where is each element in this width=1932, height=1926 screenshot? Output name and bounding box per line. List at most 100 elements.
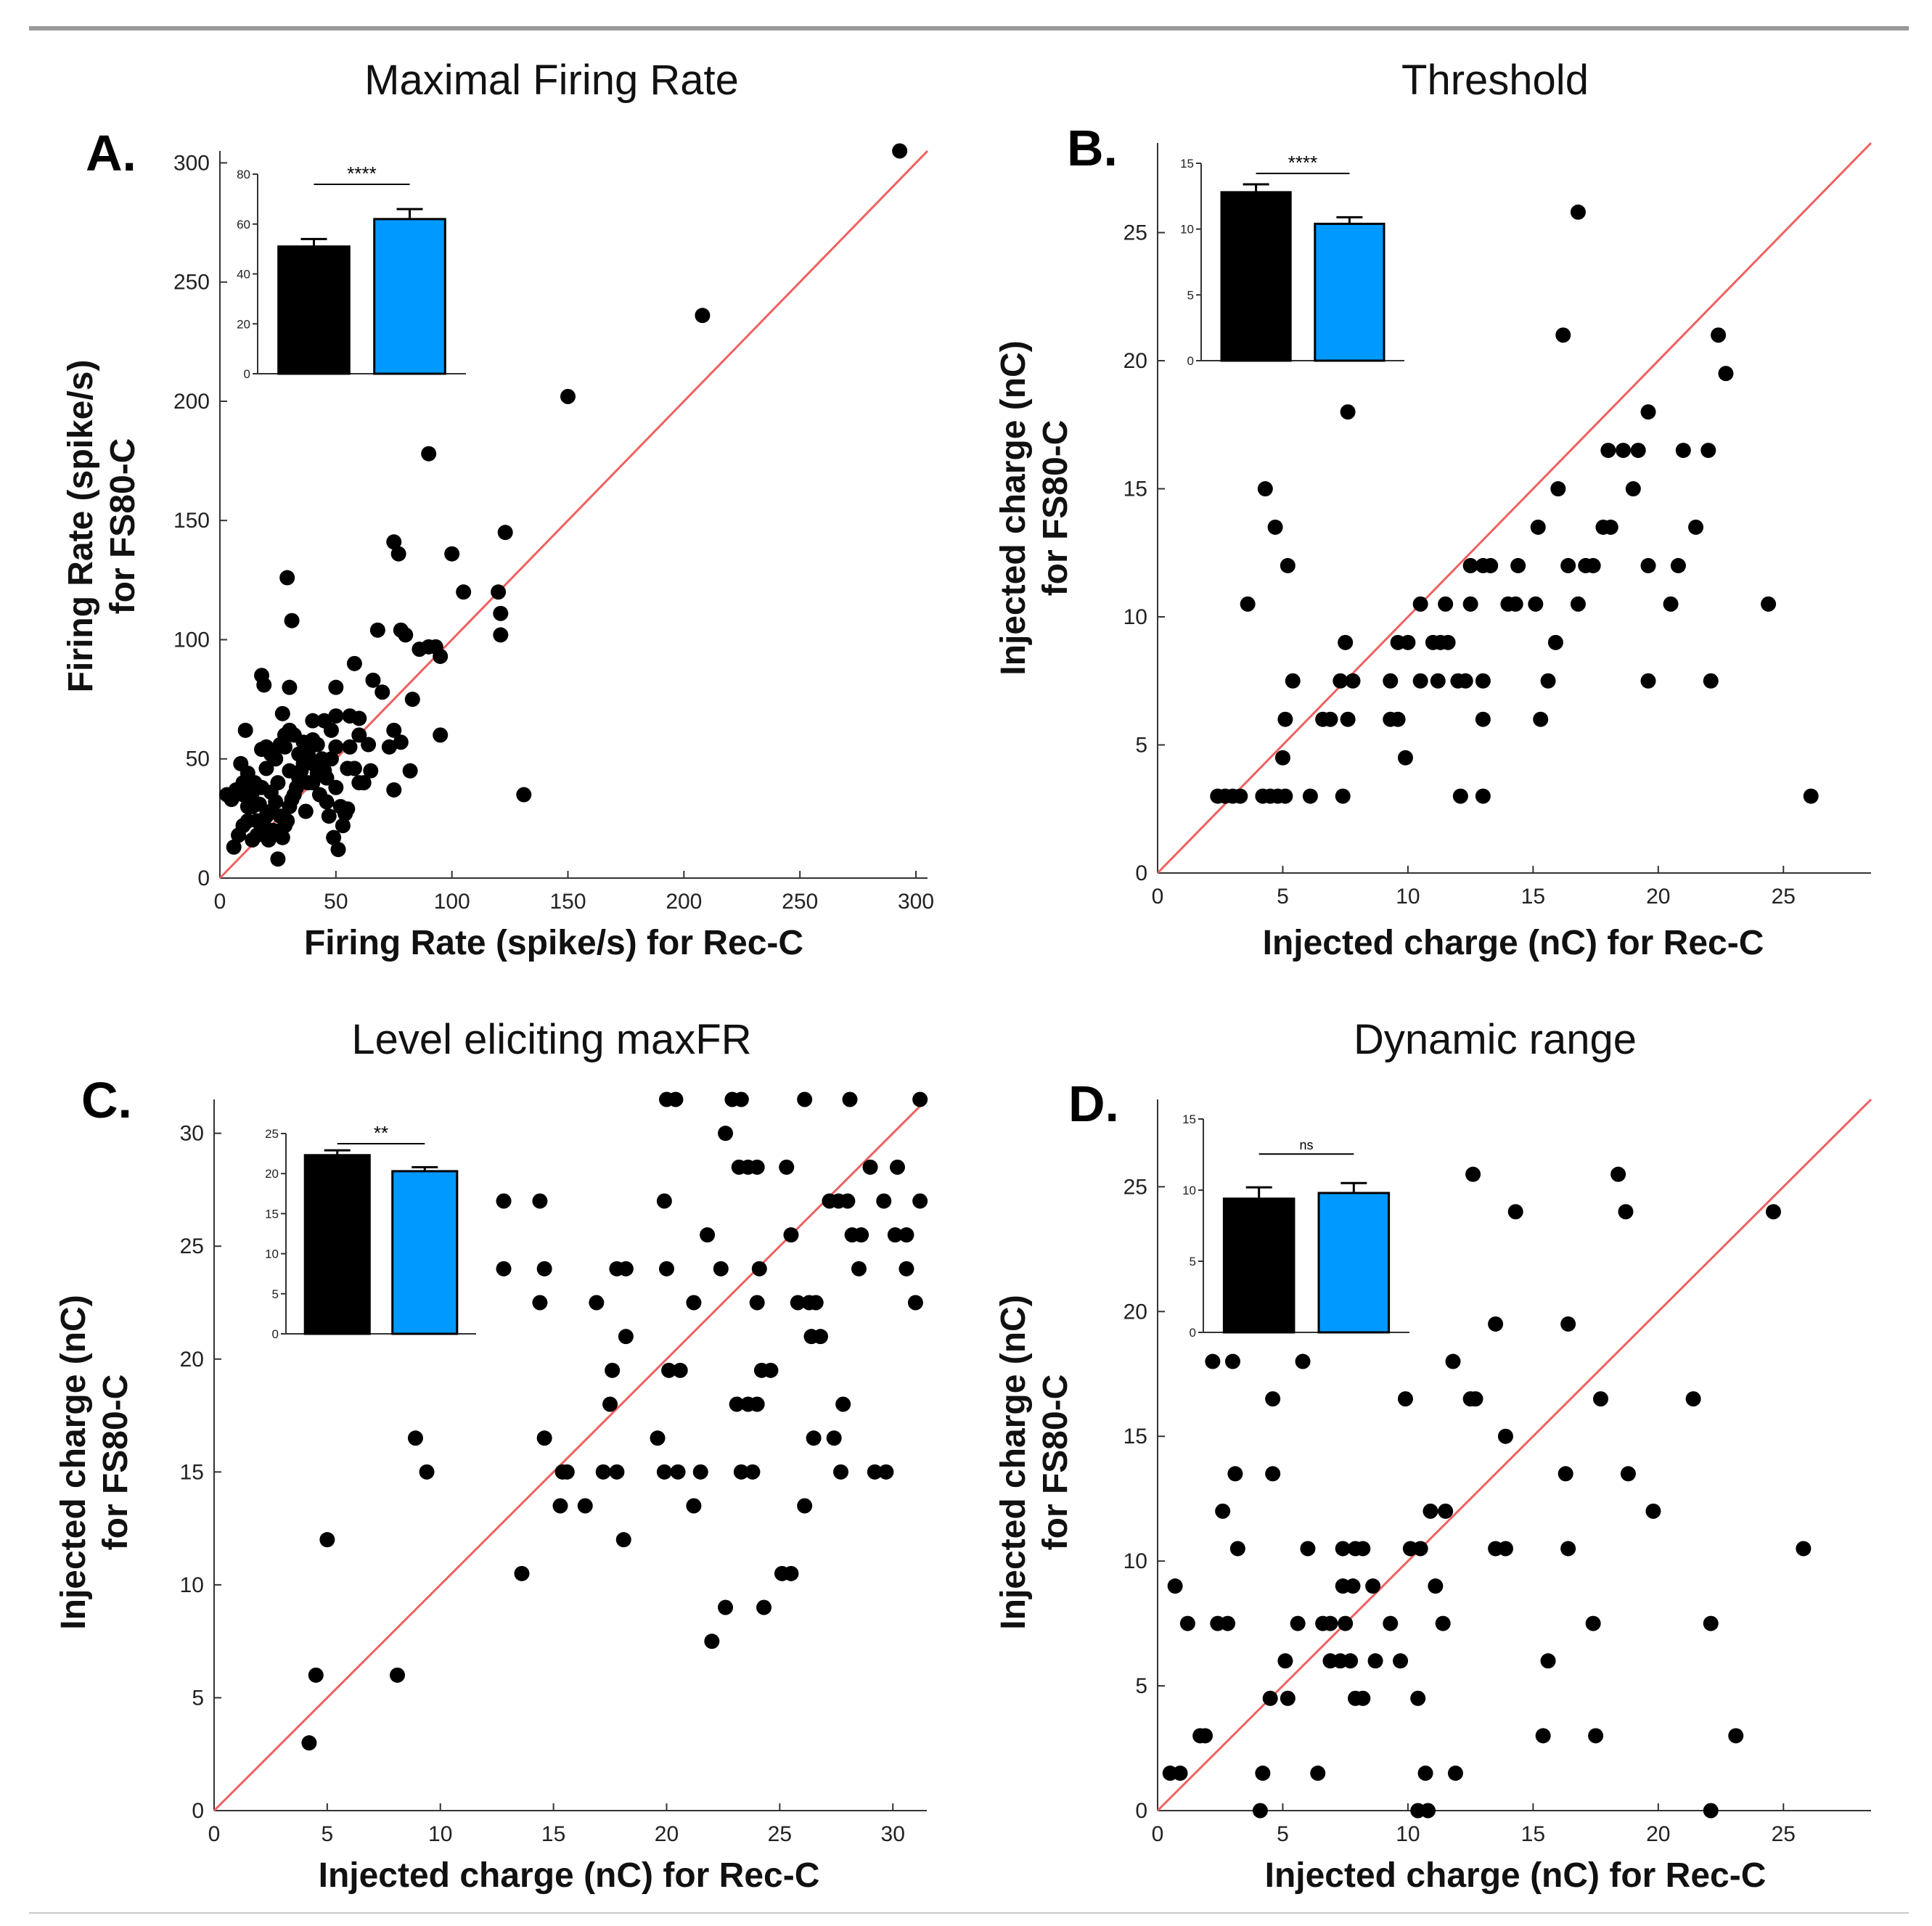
scatter-point	[1703, 673, 1719, 689]
scatter-point	[270, 851, 286, 867]
scatter-point	[1540, 1653, 1556, 1669]
scatter-point	[328, 708, 344, 724]
scatter-point	[1625, 481, 1641, 497]
scatter-point	[444, 546, 460, 562]
scatter-point	[1570, 596, 1586, 612]
scatter-point	[231, 827, 247, 843]
y-axis-label: Injected charge (nC) for FS80-C	[54, 1295, 135, 1629]
scatter-point	[1560, 1541, 1576, 1557]
scatter-point	[532, 1193, 548, 1209]
scatter-point	[268, 794, 284, 810]
scatter-point	[1663, 596, 1679, 612]
y-tick-label: 25	[180, 1234, 204, 1258]
inset-bar-rec-c	[277, 245, 351, 375]
significance-marker: **	[374, 1122, 388, 1144]
scatter-point	[899, 1227, 914, 1243]
scatter-points	[1210, 204, 1819, 804]
scatter-point	[1670, 557, 1686, 573]
scatter-point	[763, 1362, 779, 1378]
scatter-point	[1711, 327, 1727, 343]
scatter-point	[1510, 557, 1526, 573]
inset-y-tick-label: 25	[265, 1127, 279, 1141]
inset-y-tick-label: 15	[265, 1207, 279, 1221]
scatter-point	[1355, 1541, 1371, 1557]
scatter-point	[595, 1464, 611, 1480]
scatter-point	[386, 722, 402, 738]
scatter-point	[1533, 711, 1549, 727]
scatter-point	[1252, 1803, 1268, 1819]
y-tick-label: 30	[180, 1122, 204, 1146]
scatter-point	[1457, 673, 1473, 689]
scatter-point	[496, 1193, 512, 1209]
inset-y-tick-label: 0	[1190, 1326, 1196, 1340]
top-divider	[29, 26, 1909, 30]
scatter-point	[806, 1430, 822, 1446]
inset-bar-fs80-c	[373, 218, 446, 375]
scatter-point	[1412, 596, 1428, 612]
identity-line	[213, 1098, 928, 1812]
scatter-point	[361, 737, 377, 753]
significance-marker: ns	[1299, 1138, 1313, 1152]
y-axis-label-line1: Injected charge (nC)	[54, 1295, 93, 1629]
scatter-point	[1267, 519, 1283, 535]
scatter-point	[1603, 519, 1618, 535]
scatter-point	[1507, 596, 1523, 612]
y-tick-label: 5	[192, 1686, 204, 1710]
scatter-point	[1630, 443, 1646, 459]
scatter-point	[1220, 1615, 1236, 1631]
y-tick-label: 5	[1135, 734, 1147, 758]
scatter-point	[1355, 1690, 1371, 1706]
scatter-point	[656, 1464, 672, 1480]
scatter-point	[1435, 1615, 1451, 1631]
y-axis-label-line1: Firing Rate (spike/s)	[62, 360, 100, 693]
x-tick-label: 25	[1772, 885, 1796, 909]
scatter-point	[577, 1498, 593, 1514]
scatter-point	[1198, 1728, 1213, 1744]
x-tick-label: 150	[549, 890, 586, 914]
x-tick-label: 20	[655, 1822, 679, 1846]
y-axis-label-line2: for FS80-C	[104, 438, 142, 615]
scatter-point	[386, 782, 402, 798]
scatter-point	[559, 1464, 575, 1480]
x-axis-label: Injected charge (nC) for Rec-C	[1263, 924, 1764, 962]
scatter-point	[235, 775, 251, 791]
scatter-point	[1700, 443, 1716, 459]
x-tick-label: 20	[1646, 885, 1670, 909]
scatter-point	[1310, 1765, 1326, 1781]
scatter-point	[1280, 557, 1295, 573]
y-tick-label: 250	[173, 271, 210, 295]
scatter-point	[1400, 634, 1416, 650]
scatter-point	[1412, 1541, 1428, 1557]
scatter-point	[274, 705, 290, 721]
scatter-point	[1675, 443, 1691, 459]
y-tick-label: 25	[1123, 221, 1147, 245]
scatter-point	[618, 1329, 634, 1345]
scatter-point	[797, 1498, 813, 1514]
inset-y-tick-label: 20	[237, 317, 250, 331]
scatter-point	[1803, 788, 1819, 804]
x-tick-label: 25	[1772, 1822, 1796, 1846]
scatter-point	[1393, 1653, 1409, 1669]
scatter-point	[749, 1295, 765, 1311]
scatter-point	[516, 787, 532, 803]
scatter-point	[1227, 1466, 1243, 1482]
inset-bar-chart: 0 5 10 15 20 25 **	[265, 1122, 476, 1341]
scatter-point	[1262, 1690, 1278, 1706]
scatter-point	[1224, 1353, 1240, 1369]
scatter-point	[326, 829, 342, 845]
scatter-point	[1367, 1653, 1383, 1669]
scatter-point	[812, 1329, 828, 1345]
scatter-point	[1796, 1541, 1812, 1557]
y-tick-label: 20	[180, 1348, 204, 1372]
scatter-point	[1322, 711, 1338, 727]
scatter-point	[1423, 1503, 1438, 1519]
scatter-point	[1462, 557, 1478, 573]
y-axis-label: Injected charge (nC) for FS80-C	[994, 340, 1075, 675]
scatter-point	[1335, 1541, 1351, 1557]
scatter-point	[386, 534, 402, 550]
scatter-point	[1240, 596, 1256, 612]
scatter-point	[1345, 673, 1361, 689]
scatter-point	[1383, 1615, 1399, 1631]
